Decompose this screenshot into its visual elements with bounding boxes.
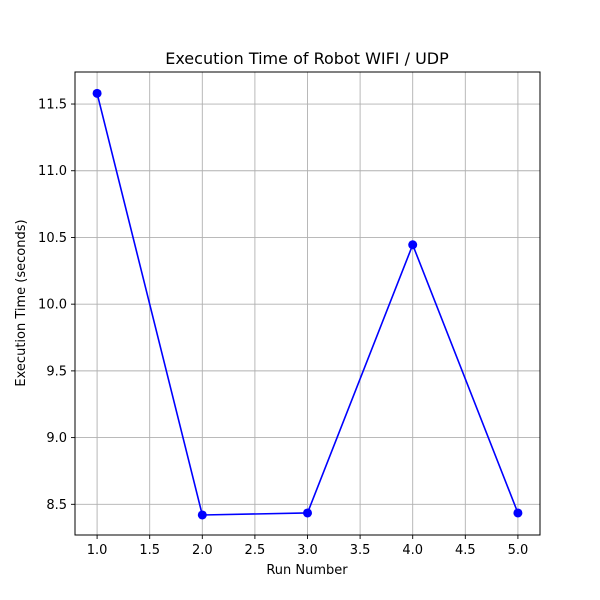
data-point: [408, 240, 418, 250]
y-axis: 8.5 9.0 9.5 10.0 10.5 11.0 11.5: [38, 98, 75, 513]
x-tick-label: 4.0: [402, 543, 423, 558]
y-tick-label: 9.0: [46, 431, 67, 446]
x-tick-label: 2.0: [192, 543, 213, 558]
x-tick-label: 3.5: [350, 543, 371, 558]
grid: [75, 72, 540, 535]
y-tick-label: 11.5: [38, 98, 67, 113]
data-point: [197, 510, 207, 520]
x-tick-label: 1.0: [87, 543, 108, 558]
chart-title: Execution Time of Robot WIFI / UDP: [165, 49, 449, 68]
y-tick-label: 10.0: [38, 298, 67, 313]
data-point: [303, 508, 312, 518]
x-axis: 1.0 1.5 2.0 2.5 3.0 3.5 4.0 4.5 5.0: [87, 535, 529, 558]
x-tick-label: 5.0: [508, 543, 529, 558]
y-axis-label: Execution Time (seconds): [14, 219, 29, 386]
data-point: [513, 508, 523, 518]
y-tick-label: 9.5: [46, 364, 67, 379]
x-tick-label: 3.0: [297, 543, 318, 558]
x-tick-label: 1.5: [139, 543, 160, 558]
y-tick-label: 8.5: [46, 498, 67, 513]
x-axis-label: Run Number: [266, 563, 348, 578]
y-tick-label: 11.0: [38, 164, 67, 179]
x-tick-label: 4.5: [455, 543, 476, 558]
y-tick-label: 10.5: [38, 231, 67, 246]
x-tick-label: 2.5: [245, 543, 266, 558]
data-point: [92, 88, 102, 98]
series-layer: [92, 88, 523, 520]
